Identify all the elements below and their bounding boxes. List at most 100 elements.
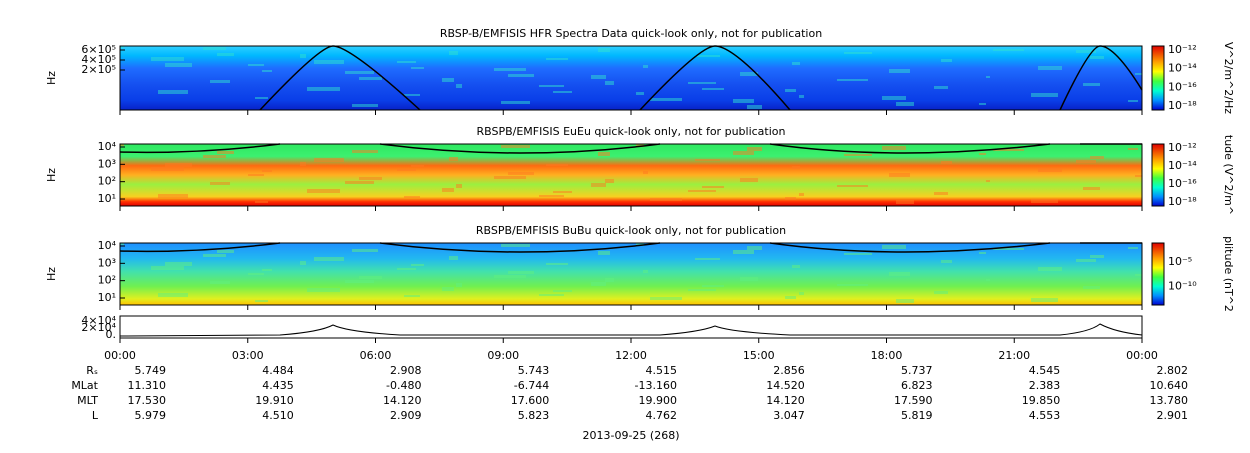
spectrogram-texture: [255, 97, 268, 99]
spectrogram-texture: [740, 72, 758, 76]
spectrogram-texture: [1083, 83, 1100, 86]
colorbar-tick-label: 10⁻¹⁶: [1168, 80, 1197, 93]
ephemeris-value: 4.435: [262, 379, 294, 392]
spectrogram-texture: [1038, 267, 1062, 271]
spectrogram-texture: [643, 270, 648, 273]
spectrogram-texture: [345, 280, 374, 283]
spectrogram-texture: [359, 276, 382, 279]
ephemeris-label: Rₛ: [86, 364, 98, 377]
spectrogram-texture: [844, 253, 872, 255]
line-curve: [119, 323, 1143, 337]
x-tick-label: 00:00: [1126, 349, 1158, 362]
colorbar-tick-label: 10⁻⁵: [1168, 255, 1192, 268]
spectrogram-texture: [546, 263, 568, 265]
spectrogram-texture: [442, 287, 454, 291]
spectrogram-texture: [1090, 56, 1104, 59]
spectrogram-texture: [255, 201, 268, 203]
colorbar-label: tude (V^2/m^: [1222, 135, 1235, 215]
spectrogram-texture: [165, 262, 192, 266]
spectrogram-texture: [636, 92, 644, 95]
spectrogram-texture: [896, 299, 914, 303]
spectrogram-texture: [210, 80, 230, 83]
spectrogram-texture: [210, 281, 230, 284]
spectrogram-texture: [501, 244, 530, 247]
spectrogram-texture: [837, 185, 868, 187]
spectrogram-texture: [882, 245, 906, 249]
ephemeris-value: 14.520: [766, 379, 805, 392]
spectrogram-texture: [889, 272, 910, 276]
spectrogram-texture: [643, 65, 648, 68]
spectrogram-texture: [733, 151, 754, 155]
spectrogram-texture: [1031, 199, 1058, 203]
y-axis-label: Hz: [45, 267, 58, 281]
spectrogram-texture: [941, 161, 952, 164]
colorbar: [1151, 143, 1165, 207]
spectrogram-texture: [546, 164, 568, 166]
spectrogram-texture: [695, 159, 720, 161]
spectrogram-texture: [248, 174, 264, 176]
spectrogram-texture: [740, 277, 758, 281]
spectrogram-texture: [799, 193, 804, 196]
spectrogram-texture: [158, 90, 188, 94]
spectrogram-texture: [553, 290, 572, 292]
ephemeris-value: 4.510: [262, 409, 294, 422]
spectrogram-texture: [598, 251, 610, 255]
spectrogram-texture: [404, 295, 420, 297]
spectrogram-texture: [695, 55, 720, 57]
spectrogram-texture: [993, 149, 1024, 151]
spectrogram-texture: [411, 264, 424, 266]
spectrogram: [120, 243, 1142, 305]
spectrogram-texture: [508, 172, 534, 175]
y-axis-label: Hz: [45, 168, 58, 182]
spectrogram-texture: [650, 198, 682, 201]
ephemeris-value: 5.743: [518, 364, 550, 377]
y-tick-label: 10⁴: [98, 140, 117, 153]
y-tick-label: 10²: [98, 175, 116, 188]
spectrogram-texture: [1135, 73, 1142, 75]
curve: [119, 143, 1142, 154]
y-tick-label: 10²: [98, 274, 116, 287]
x-tick-label: 03:00: [232, 349, 264, 362]
spectrogram-texture: [248, 273, 264, 275]
spectrogram-texture: [442, 188, 454, 192]
spectrogram-texture: [605, 179, 614, 183]
colorbar: [1151, 242, 1165, 306]
spectrogram-texture: [688, 190, 716, 192]
ephemeris-value: 4.762: [646, 409, 678, 422]
spectrogram-texture: [941, 260, 952, 263]
y-tick-label: 6×10⁵: [81, 43, 116, 56]
spectrogram-texture: [598, 152, 610, 156]
y-tick-label: 10⁴: [98, 239, 117, 252]
x-tick-label: 09:00: [487, 349, 519, 362]
spectrogram-texture: [203, 254, 226, 257]
spectrogram-texture: [314, 257, 344, 261]
ephemeris-value: 19.850: [1022, 394, 1061, 407]
x-tick-label: 18:00: [871, 349, 903, 362]
spectrogram-texture: [650, 98, 682, 101]
y-tick-label: 4×10⁵: [81, 53, 116, 66]
ephemeris-value: 4.515: [646, 364, 678, 377]
ephemeris-value: 19.900: [639, 394, 678, 407]
ephemeris-value: 5.819: [901, 409, 933, 422]
colorbar-label: plitude (nT^2: [1222, 236, 1235, 312]
spectrogram-texture: [151, 167, 184, 171]
spectrogram-texture: [359, 177, 382, 180]
spectrogram-texture: [702, 88, 724, 90]
spectrogram-texture: [1076, 259, 1096, 262]
ephemeris-value: 5.979: [135, 409, 167, 422]
spectrogram-texture: [120, 243, 124, 245]
spectrogram-texture: [1128, 148, 1138, 150]
spectrogram-texture: [158, 293, 188, 297]
spectrogram-texture: [979, 252, 986, 254]
y-tick-label: 4×10⁴: [81, 314, 116, 327]
spectrogram-texture: [799, 292, 804, 295]
spectrogram-texture: [120, 144, 124, 146]
spectrogram-texture: [591, 183, 606, 187]
spectrogram-texture: [546, 58, 568, 60]
spectrogram-texture: [1135, 274, 1142, 276]
ephemeris-value: -13.160: [635, 379, 677, 392]
spectrogram-texture: [1083, 286, 1100, 289]
colorbar-tick-label: 10⁻¹²: [1168, 43, 1197, 56]
ephemeris-value: 19.910: [255, 394, 294, 407]
spectrogram: [120, 144, 1142, 206]
